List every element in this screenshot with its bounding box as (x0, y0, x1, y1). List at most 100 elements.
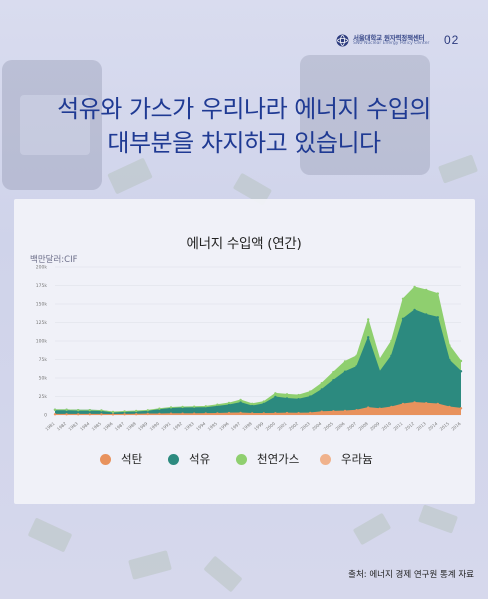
data-point (285, 393, 289, 396)
data-point (65, 413, 68, 416)
data-point (262, 402, 265, 405)
x-tick-label: 2002 (288, 421, 300, 432)
data-point (65, 408, 68, 411)
x-tick-label: 1997 (230, 421, 242, 432)
x-tick-label: 1985 (91, 421, 103, 432)
area-series (55, 287, 461, 413)
x-tick-label: 2007 (346, 421, 358, 432)
data-point (448, 405, 451, 409)
data-point (343, 360, 347, 363)
data-point (343, 370, 347, 373)
data-point (297, 412, 300, 415)
data-point (262, 400, 265, 403)
chart-title: 에너지 수입액 (연간) (186, 236, 302, 252)
data-point (251, 404, 254, 408)
x-tick-label: 2016 (450, 421, 462, 432)
x-tick-label: 1989 (137, 421, 149, 432)
area-series (55, 309, 461, 415)
data-point (77, 413, 80, 416)
data-point (436, 402, 439, 406)
data-point (88, 413, 92, 416)
data-point (239, 401, 242, 404)
data-point (216, 403, 219, 406)
source-note: 출처: 에너지 경제 연구원 통계 자료 (348, 570, 474, 580)
x-tick-label: 1992 (172, 421, 184, 432)
data-point (193, 412, 196, 415)
y-tick-label: 75k (39, 357, 48, 363)
data-point (367, 336, 370, 339)
data-point (448, 344, 451, 347)
data-point (425, 313, 428, 316)
y-axis-unit-label: 백만달러:CIF (30, 255, 78, 265)
data-point (274, 412, 277, 415)
data-point (309, 395, 312, 398)
data-point (285, 397, 289, 400)
legend-item[interactable]: 천연가스 (236, 451, 299, 467)
data-point (88, 409, 92, 412)
data-point (274, 392, 277, 395)
data-point (204, 412, 207, 415)
data-point (378, 370, 381, 373)
headline-line-1: 석유와 가스가 우리나라 에너지 수입의 (57, 95, 431, 123)
data-point (309, 411, 312, 415)
data-point (297, 393, 300, 397)
data-point (367, 318, 370, 321)
data-point (309, 390, 312, 393)
series-line (55, 286, 462, 413)
data-point (135, 409, 138, 413)
legend-swatch (236, 453, 247, 465)
org-name-en: SNU Nuclear Energy Policy Center (353, 41, 430, 46)
x-tick-label: 2000 (265, 421, 277, 432)
data-point (77, 409, 80, 412)
data-point (135, 413, 138, 416)
x-tick-label: 2005 (323, 421, 335, 432)
data-point (332, 410, 335, 413)
x-tick-label: 2014 (427, 421, 439, 432)
x-tick-label: 1984 (79, 421, 91, 432)
y-tick-label: 0 (44, 413, 47, 419)
x-tick-label: 1998 (241, 421, 253, 432)
legend-item[interactable]: 석탄 (100, 451, 142, 467)
legend-label: 우라늄 (341, 452, 373, 466)
data-point (169, 406, 173, 409)
x-tick-label: 1994 (195, 421, 207, 432)
data-point (425, 288, 428, 292)
x-tick-label: 2006 (334, 421, 346, 432)
data-point (459, 407, 463, 410)
page-number: 02 (444, 33, 460, 47)
data-point (459, 359, 463, 363)
x-tick-label: 1993 (183, 421, 195, 432)
legend-item[interactable]: 우라늄 (320, 451, 373, 467)
x-tick-label: 2009 (369, 421, 381, 432)
x-tick-label: 1996 (218, 421, 230, 432)
x-tick-label: 1987 (114, 421, 126, 432)
data-point (367, 406, 370, 409)
data-point (332, 370, 335, 374)
x-tick-label: 1988 (125, 421, 137, 432)
y-tick-label: 25k (39, 394, 48, 400)
data-point (204, 405, 207, 408)
data-point (111, 413, 115, 416)
series-line (55, 401, 462, 415)
y-tick-label: 200k (36, 265, 48, 271)
legend-item[interactable]: 석유 (168, 451, 210, 467)
headline-line-2: 대부분을 차지하고 있습니다 (107, 129, 381, 157)
data-point (413, 401, 416, 404)
x-tick-label: 2015 (439, 421, 451, 432)
headline: 석유와 가스가 우리나라 에너지 수입의 대부분을 차지하고 있습니다 (0, 92, 488, 160)
data-point (53, 413, 57, 416)
x-tick-label: 1982 (56, 421, 68, 432)
x-tick-label: 1983 (67, 421, 79, 432)
legend-swatch (320, 453, 331, 465)
data-point (355, 409, 358, 412)
legend-swatch (168, 453, 179, 465)
data-point (355, 365, 358, 368)
x-tick-label: 2011 (392, 421, 404, 432)
chart-legend: 석탄 석유 천연가스 우라늄 (0, 451, 488, 467)
x-tick-label: 2003 (299, 421, 311, 432)
legend-label: 천연가스 (257, 452, 300, 466)
x-tick-label: 1990 (149, 421, 161, 432)
data-point (251, 412, 254, 415)
atom-logo-icon (336, 34, 349, 47)
